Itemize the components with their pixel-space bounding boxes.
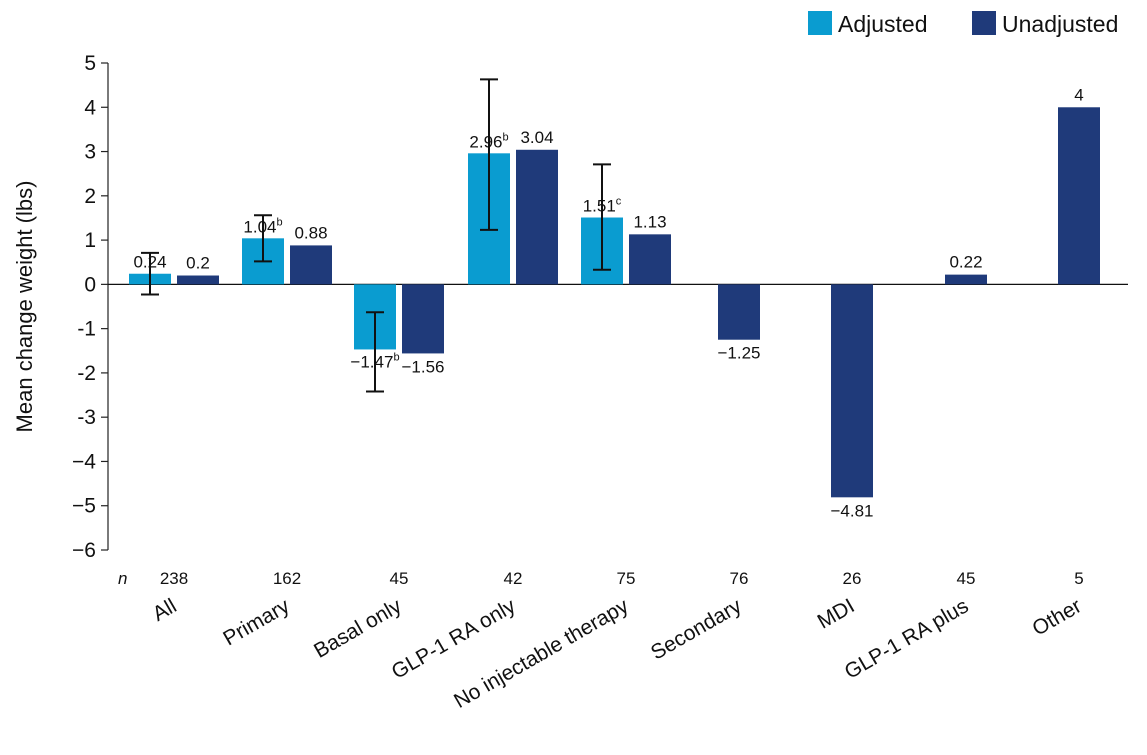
y-tick-label: −6 xyxy=(72,539,96,562)
data-label: −1.25 xyxy=(717,344,760,363)
data-label: 0.88 xyxy=(294,223,327,242)
data-label: 2.96b xyxy=(469,131,508,151)
data-label: 1.13 xyxy=(633,212,666,231)
y-axis-title: Mean change weight (lbs) xyxy=(12,181,37,433)
legend-swatch xyxy=(972,11,996,35)
legend-swatch xyxy=(808,11,832,35)
bar-unadjusted xyxy=(516,149,558,285)
data-label: 1.04b xyxy=(243,216,282,236)
bar-unadjusted xyxy=(718,284,760,340)
y-tick-label: -3 xyxy=(77,406,96,429)
x-tick-label: MDI xyxy=(814,594,859,633)
bar-unadjusted xyxy=(290,245,332,285)
data-label: 3.04 xyxy=(520,128,553,147)
x-tick-label: Other xyxy=(1029,594,1086,640)
x-tick-label: All xyxy=(149,594,181,626)
legend-label: Unadjusted xyxy=(1002,11,1118,37)
y-tick-label: 3 xyxy=(84,141,96,164)
x-tick-label: Primary xyxy=(219,594,294,650)
bar-unadjusted xyxy=(831,284,873,498)
n-label: n xyxy=(118,569,127,588)
error-bar xyxy=(593,163,611,271)
legend: Adjusted Unadjusted xyxy=(808,11,1118,37)
error-bar xyxy=(480,78,498,231)
bar-unadjusted xyxy=(177,275,219,285)
data-label: −1.47b xyxy=(350,351,399,371)
data-label: 0.2 xyxy=(186,254,210,273)
error-bar xyxy=(366,311,384,393)
data-label: −4.81 xyxy=(830,501,873,520)
n-value: 76 xyxy=(730,569,749,588)
bar-unadjusted xyxy=(1058,107,1100,285)
data-labels: 0.24 0.2 1.04b 0.88 −1.47b −1.56 2.96b 3.04 1.51… xyxy=(133,85,1083,520)
bars xyxy=(108,78,1128,498)
bar-unadjusted xyxy=(402,284,444,354)
x-tick-label: Basal only xyxy=(310,594,406,663)
y-tick-label: 0 xyxy=(84,273,96,296)
n-value: 5 xyxy=(1074,569,1083,588)
y-tick-label: -2 xyxy=(77,362,96,385)
legend-item: Unadjusted xyxy=(972,11,1118,37)
bar-unadjusted xyxy=(945,274,987,285)
y-tick-label: −5 xyxy=(72,495,96,518)
n-value: 75 xyxy=(617,569,636,588)
x-tick-label: Secondary xyxy=(647,594,746,664)
n-value: 162 xyxy=(273,569,301,588)
y-tick-label: 5 xyxy=(84,52,96,75)
n-value: 45 xyxy=(957,569,976,588)
error-bar xyxy=(141,251,159,296)
data-label: 0.22 xyxy=(949,253,982,272)
legend-item: Adjusted xyxy=(808,11,928,37)
data-label: 0.24 xyxy=(133,253,166,272)
n-row: n 238 162 45 42 75 76 26 45 5 xyxy=(118,569,1084,588)
n-value: 45 xyxy=(390,569,409,588)
y-tick-label: 1 xyxy=(84,229,96,252)
y-axis: 5 4 3 2 1 0 -1 -2 -3 −4 −5 −6 xyxy=(72,52,109,562)
legend-label: Adjusted xyxy=(838,11,928,37)
n-value: 42 xyxy=(504,569,523,588)
y-tick-label: -1 xyxy=(77,318,96,341)
y-tick-label: 4 xyxy=(84,96,96,119)
n-value: 238 xyxy=(160,569,188,588)
y-tick-label: −4 xyxy=(72,450,96,473)
bar-unadjusted xyxy=(629,234,671,285)
x-tick-label: GLP-1 RA plus xyxy=(841,594,973,683)
y-tick-label: 2 xyxy=(84,185,96,208)
error-bar xyxy=(254,214,272,263)
n-value: 26 xyxy=(843,569,862,588)
data-label: 4 xyxy=(1074,85,1083,104)
data-label: 1.51c xyxy=(583,196,622,216)
data-label: −1.56 xyxy=(401,357,444,376)
